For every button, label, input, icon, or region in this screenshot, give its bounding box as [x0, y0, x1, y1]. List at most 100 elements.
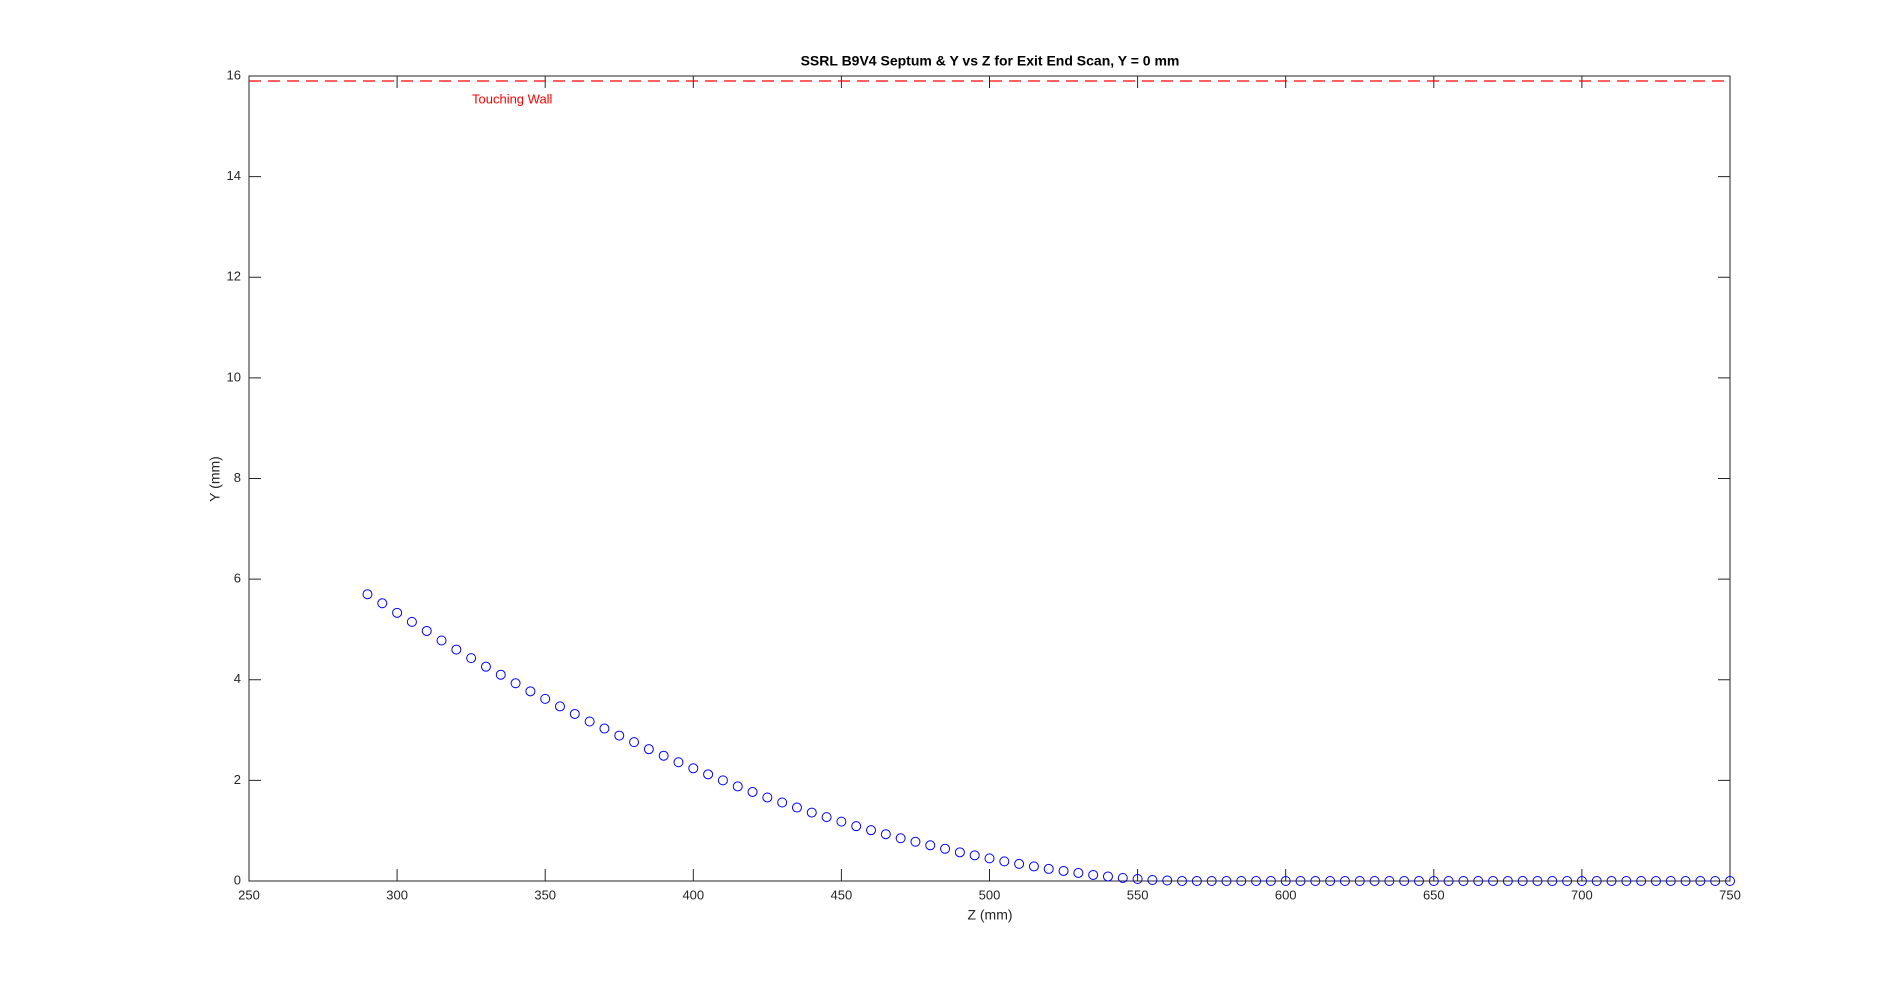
x-tick-label: 700 — [1571, 887, 1593, 902]
reference-label: Touching Wall — [472, 91, 553, 106]
data-point — [851, 821, 862, 832]
data-point — [1650, 876, 1661, 886]
y-tick-label: 14 — [227, 168, 241, 183]
data-point — [1354, 876, 1365, 886]
data-point — [1132, 873, 1143, 884]
data-point — [569, 708, 580, 719]
x-tick-label: 450 — [831, 887, 853, 902]
data-point — [1147, 874, 1158, 885]
data-point — [1473, 876, 1484, 886]
y-axis-label: Y (mm) — [207, 456, 223, 502]
data-point — [969, 850, 980, 861]
data-point — [747, 786, 758, 797]
data-point — [1221, 876, 1232, 886]
y-tick-label: 10 — [227, 369, 241, 384]
data-point — [984, 853, 995, 864]
data-point — [1384, 876, 1395, 886]
data-point — [436, 635, 447, 646]
data-point — [629, 737, 640, 748]
data-point — [1102, 871, 1113, 882]
data-point — [643, 744, 654, 755]
x-tick-label: 600 — [1275, 887, 1297, 902]
data-point — [1399, 876, 1410, 886]
data-point — [762, 792, 773, 803]
data-point — [821, 812, 832, 823]
data-point — [406, 616, 417, 627]
x-tick-label: 350 — [534, 887, 556, 902]
data-point — [717, 775, 728, 786]
data-point — [1576, 876, 1587, 886]
data-point — [1028, 861, 1039, 872]
y-tick-label: 2 — [234, 772, 241, 787]
data-point — [392, 607, 403, 618]
data-point — [1517, 876, 1528, 886]
data-point — [1488, 876, 1499, 886]
data-point — [1117, 872, 1128, 883]
data-point — [495, 669, 506, 680]
data-point — [1413, 876, 1424, 886]
data-point — [421, 625, 432, 636]
data-point — [362, 589, 373, 600]
data-point — [999, 856, 1010, 867]
x-tick-label: 550 — [1127, 887, 1149, 902]
data-point — [1443, 876, 1454, 886]
plot-area — [248, 75, 1731, 882]
data-point — [866, 825, 877, 836]
data-point — [1636, 876, 1647, 886]
data-point — [1369, 876, 1380, 886]
data-point — [1532, 876, 1543, 886]
x-axis-label: Z (mm) — [967, 907, 1012, 923]
data-point — [1680, 876, 1691, 886]
data-point — [806, 807, 817, 818]
data-point — [1695, 876, 1706, 886]
data-point — [1177, 876, 1188, 886]
x-tick-label: 400 — [682, 887, 704, 902]
y-tick-label: 0 — [234, 872, 241, 887]
data-point — [658, 750, 669, 761]
data-point — [940, 843, 951, 854]
data-point — [1310, 876, 1321, 886]
data-point — [1710, 876, 1721, 886]
data-point — [777, 797, 788, 808]
data-point — [732, 781, 743, 792]
data-point — [1325, 876, 1336, 886]
data-point — [1502, 876, 1513, 886]
data-point — [510, 678, 521, 689]
data-point — [1458, 876, 1469, 886]
data-point — [480, 661, 491, 672]
data-point — [1206, 876, 1217, 886]
data-point — [1295, 876, 1306, 886]
data-point — [451, 644, 462, 655]
x-tick-label: 250 — [238, 887, 260, 902]
data-point — [614, 730, 625, 741]
chart-title: SSRL B9V4 Septum & Y vs Z for Exit End S… — [801, 53, 1180, 69]
y-tick-label: 6 — [234, 571, 241, 586]
data-point — [910, 836, 921, 847]
data-point — [1606, 876, 1617, 886]
data-point — [1621, 876, 1632, 886]
y-tick-label: 16 — [227, 67, 241, 82]
y-tick-label: 4 — [234, 671, 241, 686]
y-tick-label: 8 — [234, 470, 241, 485]
data-point — [925, 840, 936, 851]
data-point — [1088, 869, 1099, 880]
data-point — [1073, 867, 1084, 878]
data-point — [1591, 876, 1602, 886]
data-point — [836, 816, 847, 827]
data-point — [1665, 876, 1676, 886]
data-point — [1014, 858, 1025, 869]
data-point — [1428, 876, 1439, 886]
data-point — [599, 723, 610, 734]
data-point — [1162, 875, 1173, 886]
data-point — [540, 693, 551, 704]
data-point — [1191, 876, 1202, 886]
data-point — [895, 833, 906, 844]
data-point — [1725, 876, 1735, 886]
data-point — [1265, 876, 1276, 886]
data-point — [673, 757, 684, 768]
x-tick-label: 750 — [1719, 887, 1741, 902]
data-point — [688, 763, 699, 774]
data-point — [1236, 876, 1247, 886]
data-point — [555, 701, 566, 712]
